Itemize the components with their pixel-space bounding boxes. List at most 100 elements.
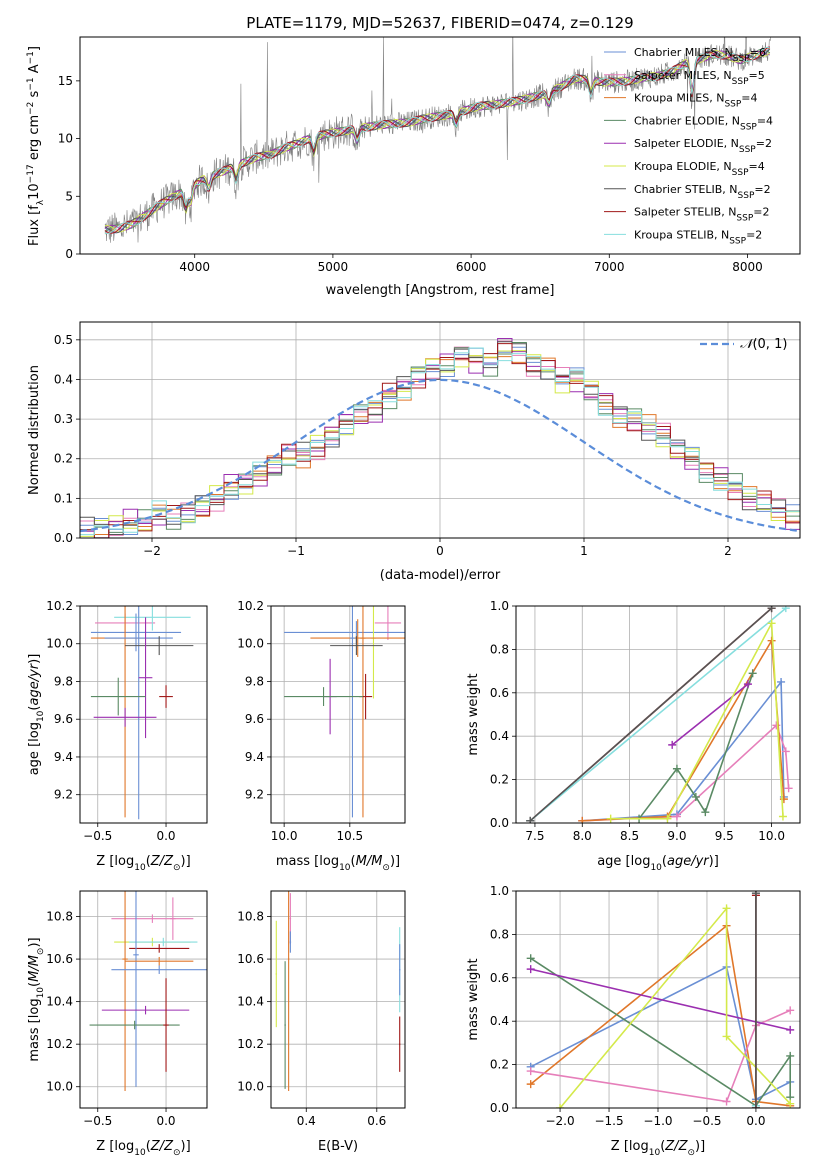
panel-spectrum: 4000 5000 6000 7000 8000 0 5 10 15 wavelength [An… [26, 36, 801, 298]
y-tick-label: 0.0 [490, 1101, 509, 1115]
plot-area [89, 891, 207, 1091]
x-axis-label: age [log10(age/yr)] [597, 854, 719, 873]
errorbar-point [111, 965, 207, 974]
y-tick-label: 9.4 [54, 750, 73, 764]
plus-marker [781, 606, 790, 613]
x-tick-label: 0 [436, 544, 444, 558]
plot-area [104, 37, 771, 243]
legend-label: Salpeter ELODIE, NSSP=2 [634, 137, 772, 155]
plot-area [526, 891, 795, 1108]
x-tick-label: 8.0 [573, 829, 592, 843]
legend-label: Kroupa ELODIE, NSSP=4 [634, 160, 765, 178]
plus-marker [556, 1104, 565, 1108]
x-tick-label: 0.6 [367, 1114, 386, 1128]
panel-age-massweight: 7.5 8.0 8.5 9.0 9.5 10.0 0.0 0.2 0.4 0.6 0.8 1.0 age… [466, 599, 801, 873]
x-tick-label: 7000 [594, 260, 625, 274]
x-axis-label: E(B-V) [318, 1139, 358, 1154]
plus-marker [526, 954, 535, 963]
x-tick-label: −0.5 [83, 829, 112, 843]
axes-frame [270, 890, 406, 1109]
y-tick-label: 0.4 [54, 372, 73, 386]
axes-frame [79, 36, 801, 255]
plus-marker [606, 814, 615, 823]
legend-label: Chabrier STELIB, NSSP=2 [634, 183, 771, 201]
y-tick-label: 9.6 [54, 712, 73, 726]
errorbar-point [101, 1005, 190, 1015]
panel-residual-histogram: −2 −1 0 1 2 0.0 0.1 0.2 0.3 0.4 0.5 (data-model)/er… [27, 321, 801, 583]
y-tick-label: 0.3 [54, 412, 73, 426]
series-line-5 [582, 724, 790, 822]
legend-label: Kroupa MILES, NSSP=4 [634, 92, 758, 110]
errorbar-point [122, 891, 128, 1091]
plus-marker [526, 1080, 535, 1089]
x-tick-label: −1.0 [643, 1114, 672, 1128]
errorbar-point [111, 914, 194, 923]
plot-area [275, 891, 401, 1091]
y-tick-label: 9.8 [54, 674, 73, 688]
series-line-2 [529, 607, 787, 822]
plot-area [90, 606, 194, 820]
x-tick-label: 9.0 [667, 829, 686, 843]
errorbar-point [330, 636, 383, 656]
figure-title: PLATE=1179, MJD=52637, FIBERID=0474, z=0… [246, 14, 633, 32]
y-axis-label: mass weight [466, 958, 481, 1040]
y-tick-label: 0.0 [490, 816, 509, 830]
errorbar-point [349, 606, 356, 818]
errorbar-point [289, 931, 292, 953]
x-tick-label: 2 [724, 544, 732, 558]
histogram-step-9 [80, 347, 800, 536]
plus-marker [781, 747, 790, 756]
y-axis-label: mass [log10(M/M⊙)] [27, 937, 46, 1061]
x-tick-label: 1 [580, 544, 588, 558]
x-tick-label: −1 [287, 544, 305, 558]
plus-marker [578, 816, 587, 823]
y-tick-label: 0 [65, 247, 73, 261]
x-tick-label: 10.0 [271, 829, 298, 843]
errorbar-point [125, 636, 194, 656]
x-tick-label: 10.5 [336, 829, 363, 843]
x-tick-label: 9.5 [715, 829, 734, 843]
errorbar-point [129, 937, 198, 947]
y-tick-label: 0.8 [490, 642, 509, 656]
y-tick-label: 10.2 [237, 599, 264, 613]
x-tick-label: 0.0 [746, 1114, 765, 1128]
y-tick-label: 10.8 [237, 910, 264, 924]
y-tick-label: 0.0 [54, 531, 73, 545]
plus-marker [722, 1032, 731, 1041]
x-tick-label: 0.0 [156, 829, 175, 843]
plot-area [284, 606, 405, 818]
model-line-5 [104, 50, 770, 231]
plus-marker [668, 740, 677, 749]
errorbar-point [159, 685, 173, 708]
y-tick-label: 0.2 [54, 452, 73, 466]
x-axis-label: wavelength [Angstrom, rest frame] [326, 283, 555, 298]
panel-Z-mass: −0.5 0.0 10.0 10.2 10.4 10.6 10.8 Z [log10(Z/Z⊙… [27, 890, 208, 1158]
gaussian-curve [80, 378, 800, 533]
plus-marker [691, 792, 700, 801]
series-line-9 [610, 620, 784, 820]
series-line-5 [530, 968, 791, 1031]
y-tick-label: 10.2 [237, 1037, 264, 1051]
errorbar-point [284, 687, 363, 707]
errorbar-point [125, 956, 194, 966]
errorbar-point [399, 944, 401, 996]
series-line-3 [529, 607, 773, 822]
y-tick-label: 0.2 [490, 1058, 509, 1072]
legend-label: Salpeter STELIB, NSSP=2 [634, 206, 770, 224]
series-line-2 [530, 924, 791, 1107]
plus-marker [778, 812, 787, 821]
y-tick-label: 0.2 [490, 773, 509, 787]
errorbar-point [90, 613, 182, 652]
plus-marker [526, 965, 535, 974]
plus-marker [786, 1025, 795, 1034]
y-tick-label: 10.2 [46, 1037, 73, 1051]
series-line-1 [530, 965, 791, 1101]
x-tick-label: −0.5 [83, 1114, 112, 1128]
y-tick-label: 10.8 [46, 910, 73, 924]
legend-label: Kroupa STELIB, NSSP=2 [634, 228, 762, 246]
series-line-6 [582, 638, 785, 822]
y-tick-label: 9.8 [245, 674, 264, 688]
axes-frame [515, 605, 801, 824]
legend-label: Chabrier ELODIE, NSSP=4 [634, 114, 773, 132]
